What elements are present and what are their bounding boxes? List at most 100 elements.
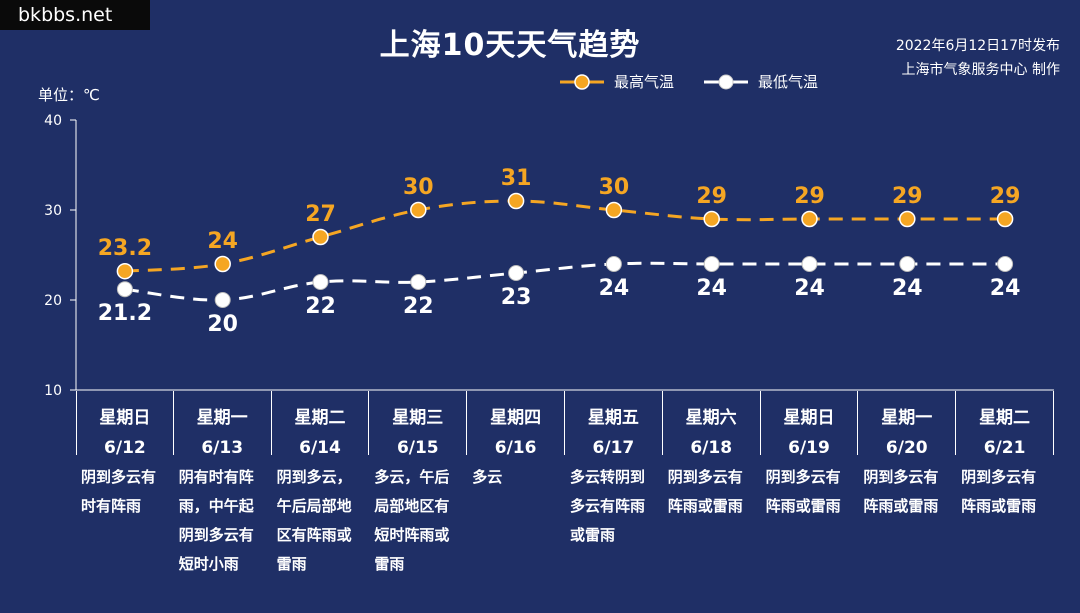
low-temp-point: [116, 281, 133, 298]
day-date: 6/21: [983, 438, 1026, 458]
day-weather-description: 阴到多云有阵雨或雷雨: [667, 468, 743, 515]
low-temp-point: [605, 256, 622, 272]
low-temp-label: 24: [892, 276, 923, 301]
day-header: 星期四 6/16: [467, 391, 565, 458]
low-temp-label: 21.2: [98, 301, 152, 326]
day-header: 星期六 6/18: [663, 391, 761, 458]
day-weekday: 星期四: [490, 408, 542, 428]
high-temp-point: [116, 262, 134, 280]
day-header: 星期五 6/17: [565, 391, 663, 458]
low-temp-point: [410, 274, 427, 290]
watermark: bkbbs.net: [0, 0, 150, 30]
day-date: 6/18: [690, 438, 733, 458]
day-weather-description: 阴到多云有阵雨或雷雨: [863, 468, 939, 515]
day-date: 6/13: [201, 438, 244, 458]
high-temp-series-line: [124, 199, 1006, 273]
y-tick-label: 10: [44, 383, 62, 399]
day-header: 星期一 6/13: [174, 391, 272, 458]
day-date: 6/16: [494, 438, 537, 458]
low-temp-point: [214, 292, 231, 308]
day-header: 星期三 6/15: [369, 391, 468, 458]
low-temp-point: [508, 265, 525, 281]
high-temp-point: [410, 201, 427, 219]
high-temp-point: [507, 192, 525, 210]
day-weekday: 星期一: [196, 408, 248, 428]
day-column: 星期三 6/15 多云，午后局部地区有短时阵雨或雷雨: [369, 391, 468, 579]
day-weekday: 星期二: [294, 408, 346, 428]
day-weekday: 星期五: [587, 408, 639, 428]
high-temp-label: 29: [794, 184, 825, 209]
day-date: 6/12: [104, 438, 146, 458]
low-temp-label: 22: [305, 294, 336, 319]
day-weather-description: 多云，午后局部地区有短时阵雨或雷雨: [374, 468, 450, 573]
day-weekday: 星期日: [783, 408, 835, 428]
high-temp-point: [312, 228, 329, 246]
day-weekday: 星期三: [392, 408, 444, 428]
low-temp-series-line: [124, 261, 1006, 302]
legend-high-label: 最高气温: [614, 73, 675, 91]
y-tick-label: 30: [44, 203, 62, 219]
legend-low-marker: [704, 74, 749, 89]
legend-item-high: 最高气温: [560, 71, 674, 92]
day-weekday: 星期一: [881, 408, 933, 428]
day-weather-description: 阴到多云，午后局部地区有阵雨或雷雨: [276, 468, 352, 573]
day-column: 星期一 6/13 阴有时有阵雨，中午起阴到多云有短时小雨: [174, 391, 272, 579]
day-weather-description: 多云转阴到多云有阵雨或雷雨: [569, 468, 645, 544]
issuing-agency: 上海市气象服务中心 制作: [901, 62, 1060, 78]
day-header: 星期一 6/20: [858, 391, 957, 458]
high-temp-point: [703, 210, 720, 228]
legend-high-marker: [560, 73, 604, 90]
high-temp-label: 30: [599, 175, 630, 200]
day-weekday: 星期六: [685, 408, 737, 428]
day-weather-description: 多云: [472, 468, 503, 486]
low-temp-point: [997, 256, 1014, 272]
day-header: 星期二 6/21: [956, 391, 1054, 458]
high-temp-point: [899, 210, 916, 228]
day-header: 星期日 6/19: [761, 391, 859, 458]
day-weekday: 星期日: [99, 408, 151, 428]
day-column: 星期六 6/18 阴到多云有阵雨或雷雨: [663, 391, 761, 579]
low-temp-label: 24: [599, 276, 630, 301]
high-temp-label: 30: [403, 175, 434, 200]
day-header: 星期日 6/12: [76, 391, 174, 458]
legend: 最高气温 最低气温: [560, 71, 818, 92]
day-column: 星期五 6/17 多云转阴到多云有阵雨或雷雨: [565, 391, 663, 579]
high-temp-point: [605, 201, 623, 219]
low-temp-label: 24: [990, 276, 1021, 301]
day-date: 6/15: [396, 438, 439, 458]
high-temp-label: 29: [696, 184, 727, 209]
low-temp-label: 23: [501, 285, 532, 310]
day-date: 6/19: [788, 438, 830, 458]
high-temp-label: 27: [305, 202, 336, 227]
high-temp-label: 31: [501, 166, 532, 191]
issue-info: 2022年6月12日17时发布 上海市气象服务中心 制作: [896, 34, 1060, 82]
day-column: 星期日 6/12 阴到多云有时有阵雨: [76, 391, 174, 579]
y-tick-label: 20: [44, 293, 62, 309]
chart-title: 上海10天天气趋势: [379, 28, 641, 63]
day-weather-description: 阴有时有阵雨，中午起阴到多云有短时小雨: [178, 468, 254, 573]
low-temp-point: [801, 256, 818, 272]
day-column: 星期日 6/19 阴到多云有阵雨或雷雨: [761, 391, 859, 579]
day-column: 星期一 6/20 阴到多云有阵雨或雷雨: [858, 391, 957, 579]
high-temp-point: [214, 255, 231, 273]
high-temp-label: 29: [892, 184, 923, 209]
day-column: 星期二 6/14 阴到多云，午后局部地区有阵雨或雷雨: [272, 391, 370, 579]
daily-forecast-table: 星期日 6/12 阴到多云有时有阵雨 星期一 6/13 阴有时有阵雨，中午起阴到多云有短时…: [76, 391, 1054, 579]
day-weekday: 星期二: [979, 408, 1031, 428]
high-temp-label: 23.2: [98, 236, 152, 261]
day-weather-description: 阴到多云有时有阵雨: [81, 468, 157, 515]
day-weather-description: 阴到多云有阵雨或雷雨: [961, 468, 1037, 515]
low-temp-label: 24: [794, 276, 825, 301]
y-axis-unit-label: 单位：℃: [38, 86, 100, 104]
issue-time: 2022年6月12日17时发布: [895, 38, 1060, 54]
high-temp-label: 24: [207, 229, 238, 254]
low-temp-label: 22: [403, 294, 434, 319]
legend-item-low: 最低气温: [704, 71, 818, 92]
low-temp-point: [899, 256, 916, 272]
y-tick-label: 40: [44, 113, 62, 129]
day-header: 星期二 6/14: [272, 391, 370, 458]
day-column: 星期四 6/16 多云: [467, 391, 565, 579]
day-weather-description: 阴到多云有阵雨或雷雨: [765, 468, 841, 515]
day-date: 6/14: [299, 438, 341, 458]
low-temp-label: 20: [207, 312, 238, 337]
